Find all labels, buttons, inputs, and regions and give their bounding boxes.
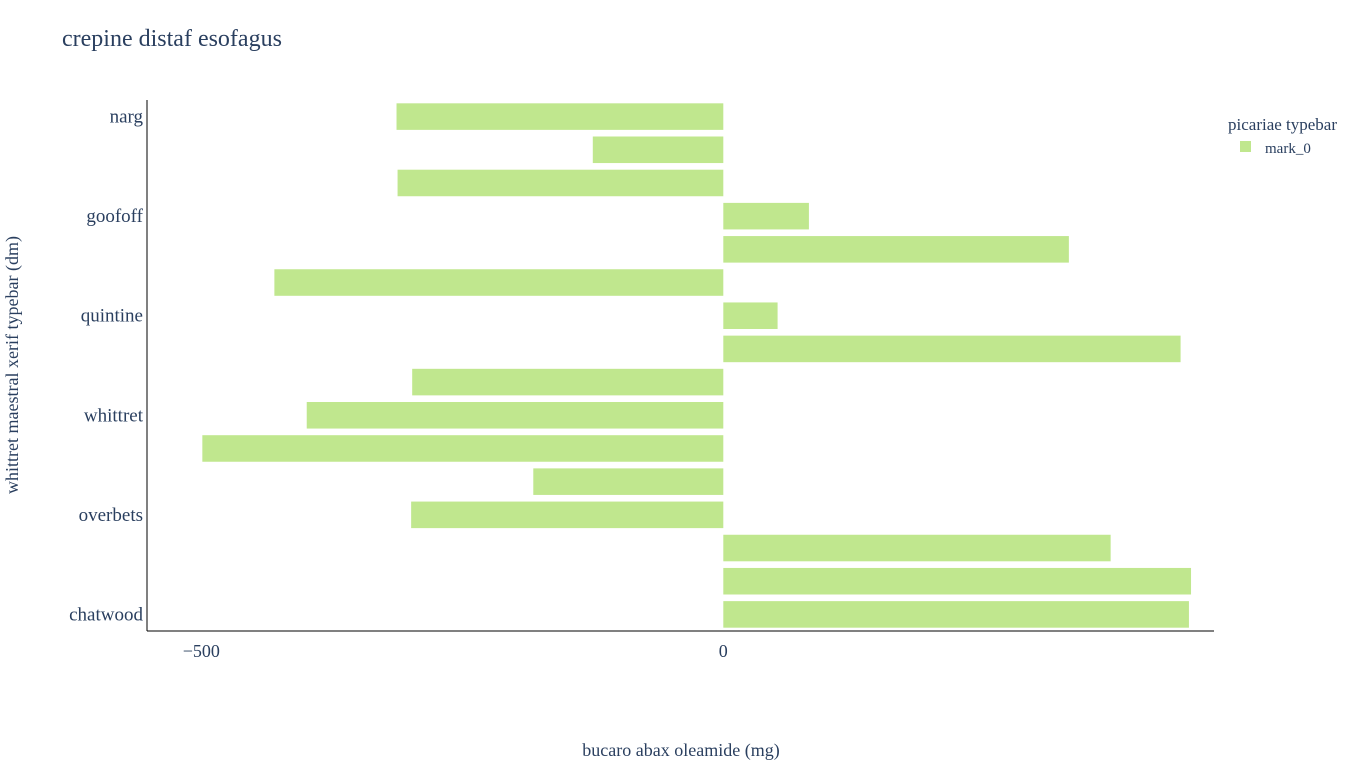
bar[interactable] — [723, 202, 809, 230]
bar[interactable] — [723, 302, 778, 329]
bar[interactable] — [723, 567, 1192, 595]
bar[interactable] — [723, 335, 1181, 363]
bar[interactable] — [411, 501, 724, 529]
x-axis-title: bucaro abax oleamide (mg) — [582, 740, 779, 761]
y-tick-label: narg — [110, 107, 144, 128]
legend-swatch — [1240, 141, 1251, 152]
bar[interactable] — [412, 368, 724, 396]
x-ticks-group: −500 0 — [183, 641, 728, 661]
y-tick-label: overbets — [79, 505, 143, 526]
y-tick-label: whittret — [84, 405, 144, 426]
x-tick-label: 0 — [719, 641, 728, 661]
bar[interactable] — [723, 534, 1111, 562]
bar[interactable] — [533, 468, 724, 495]
y-tick-label: quintine — [81, 306, 143, 327]
bar[interactable] — [274, 269, 724, 296]
bar[interactable] — [306, 402, 724, 429]
y-ticks-group: narg goofoff quintine whittret overbets chatw… — [69, 107, 144, 626]
bar[interactable] — [723, 601, 1189, 628]
y-tick-label: goofoff — [86, 206, 143, 227]
bar[interactable] — [202, 435, 724, 462]
x-tick-label: −500 — [183, 641, 220, 661]
bar[interactable] — [723, 236, 1069, 263]
legend-title: picariae typebar — [1228, 115, 1337, 134]
legend-item[interactable]: mark_0 — [1240, 141, 1311, 157]
y-tick-label: chatwood — [69, 604, 143, 625]
legend: picariae typebar mark_0 — [1228, 115, 1337, 157]
chart-title: crepine distaf esofagus — [62, 26, 282, 52]
bar[interactable] — [592, 136, 724, 164]
legend-item-label: mark_0 — [1265, 141, 1311, 157]
bar[interactable] — [397, 169, 724, 197]
bars-group — [202, 103, 1192, 628]
bar[interactable] — [396, 103, 724, 130]
y-axis-title: whittret maestral xerif typebar (dm) — [2, 236, 23, 494]
